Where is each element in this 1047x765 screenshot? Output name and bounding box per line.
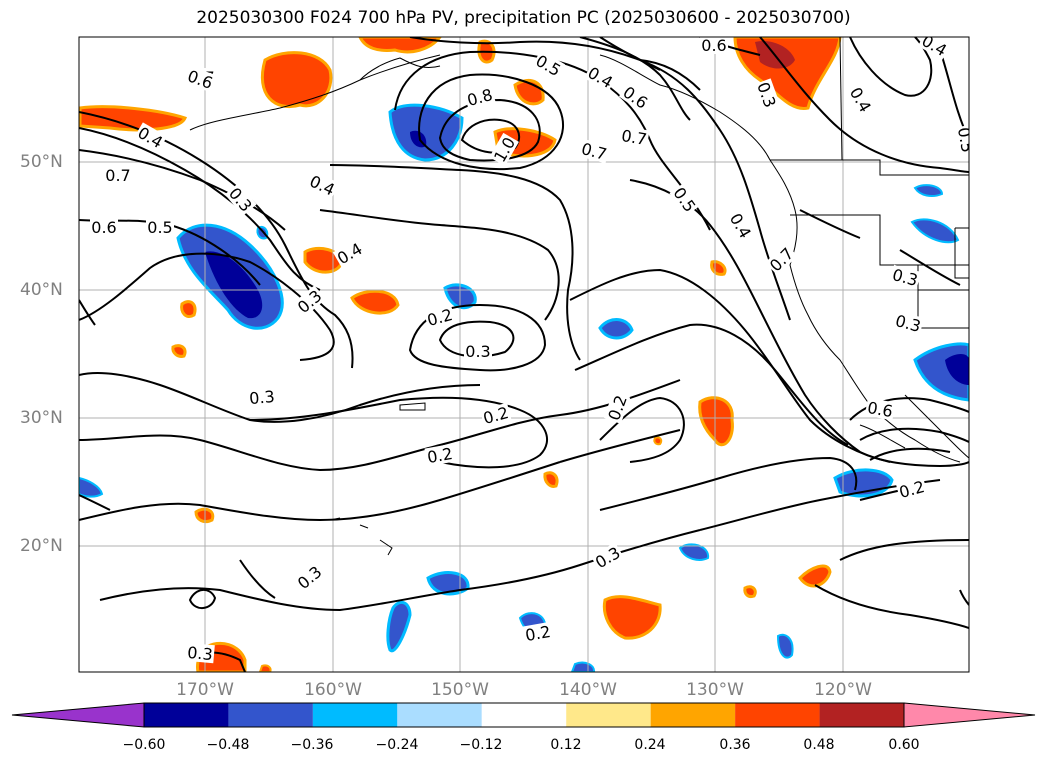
precip-blob (678, 543, 710, 561)
colorbar-tick-label: −0.12 (459, 737, 503, 753)
precip-blob-strong (205, 251, 263, 319)
colorbar-frame (143, 702, 905, 728)
lon-label-150w: 150°W (431, 680, 489, 700)
precip-blob (258, 664, 272, 672)
contour-label: 0.5 (954, 126, 977, 154)
colorbar-swatch (397, 703, 482, 727)
colorbar-swatch (144, 703, 229, 727)
colorbar-tick-label: 0.24 (634, 737, 666, 753)
precip-blob (260, 51, 333, 108)
contour-label: 0.2 (426, 444, 454, 467)
colorbar-swatch (228, 703, 313, 727)
colorbar-swatch (312, 703, 398, 727)
plot-area: 0.70.60.40.70.60.50.30.40.40.30.81.00.50… (79, 36, 977, 672)
colorbar-swatch (566, 703, 651, 727)
map-title: 2025030300 F024 700 hPa PV, precipitatio… (196, 8, 851, 28)
colorbar-tick-label: 0.36 (719, 737, 751, 753)
precip-blob (570, 661, 596, 672)
precip-blob (598, 318, 634, 340)
precip-blob (602, 595, 662, 640)
precip-blob (710, 260, 727, 276)
lon-label-120w: 120°W (814, 680, 872, 700)
contour-label: 0.5 (147, 218, 172, 237)
colorbar-extend-high (903, 702, 1036, 728)
colorbar-tick-label: −0.36 (290, 737, 334, 753)
precip-blob (653, 436, 663, 446)
precip-blob-strong (945, 354, 969, 385)
precip-blob (543, 471, 559, 488)
colorbar-tick-label: 0.48 (803, 737, 835, 753)
precip-positive-shading (79, 37, 842, 672)
colorbar-swatch (481, 703, 567, 727)
colorbar-swatch (819, 703, 904, 727)
colorbar-swatch (650, 703, 736, 727)
precip-blob (358, 37, 442, 54)
lon-label-170w: 170°W (176, 680, 234, 700)
precip-blob (171, 344, 187, 358)
pv-contours (79, 37, 969, 672)
lon-label-160w: 160°W (304, 680, 362, 700)
precip-blob (79, 105, 188, 132)
precip-blob (776, 633, 794, 659)
precip-blob (79, 476, 104, 498)
precip-blob (350, 289, 400, 315)
colorbar (11, 702, 1036, 728)
precip-blob (913, 184, 944, 197)
lon-label-130w: 130°W (686, 680, 744, 700)
lat-label-20n: 20°N (20, 536, 63, 556)
precip-blob (256, 226, 269, 240)
precip-blob (910, 218, 960, 244)
contour-label: 0.7 (620, 126, 648, 149)
contour-label: 0.3 (248, 387, 275, 408)
precip-blob (386, 600, 412, 653)
colorbar-tick-label: −0.24 (375, 737, 419, 753)
contour-label: 0.6 (701, 36, 726, 55)
colorbar-tick-label: 0.12 (550, 737, 582, 753)
precip-blob (180, 300, 197, 319)
lon-label-140w: 140°W (559, 680, 617, 700)
plot-frame (78, 36, 970, 673)
contour-label: 0.3 (187, 643, 214, 664)
precip-blob (743, 585, 757, 598)
colorbar-tick-label: −0.60 (122, 737, 166, 753)
contour-label: 0.3 (465, 342, 490, 361)
precip-blob (698, 396, 734, 447)
contour-label: 0.6 (866, 398, 894, 421)
precip-blob (194, 507, 215, 524)
colorbar-tick-label: −0.48 (206, 737, 250, 753)
colorbar-extend-low (11, 702, 145, 728)
contour-label: 0.2 (524, 622, 552, 645)
contour-label: 0.6 (91, 218, 116, 237)
precip-negative-shading (79, 103, 969, 672)
lat-label-40n: 40°N (20, 280, 63, 300)
graticule (79, 37, 969, 672)
lat-label-30n: 30°N (20, 408, 63, 428)
colorbar-tick-label: 0.60 (888, 737, 920, 753)
lat-label-50n: 50°N (20, 152, 63, 172)
colorbar-swatch (735, 703, 820, 727)
contour-label: 0.7 (105, 166, 130, 185)
precip-blob (798, 564, 832, 588)
